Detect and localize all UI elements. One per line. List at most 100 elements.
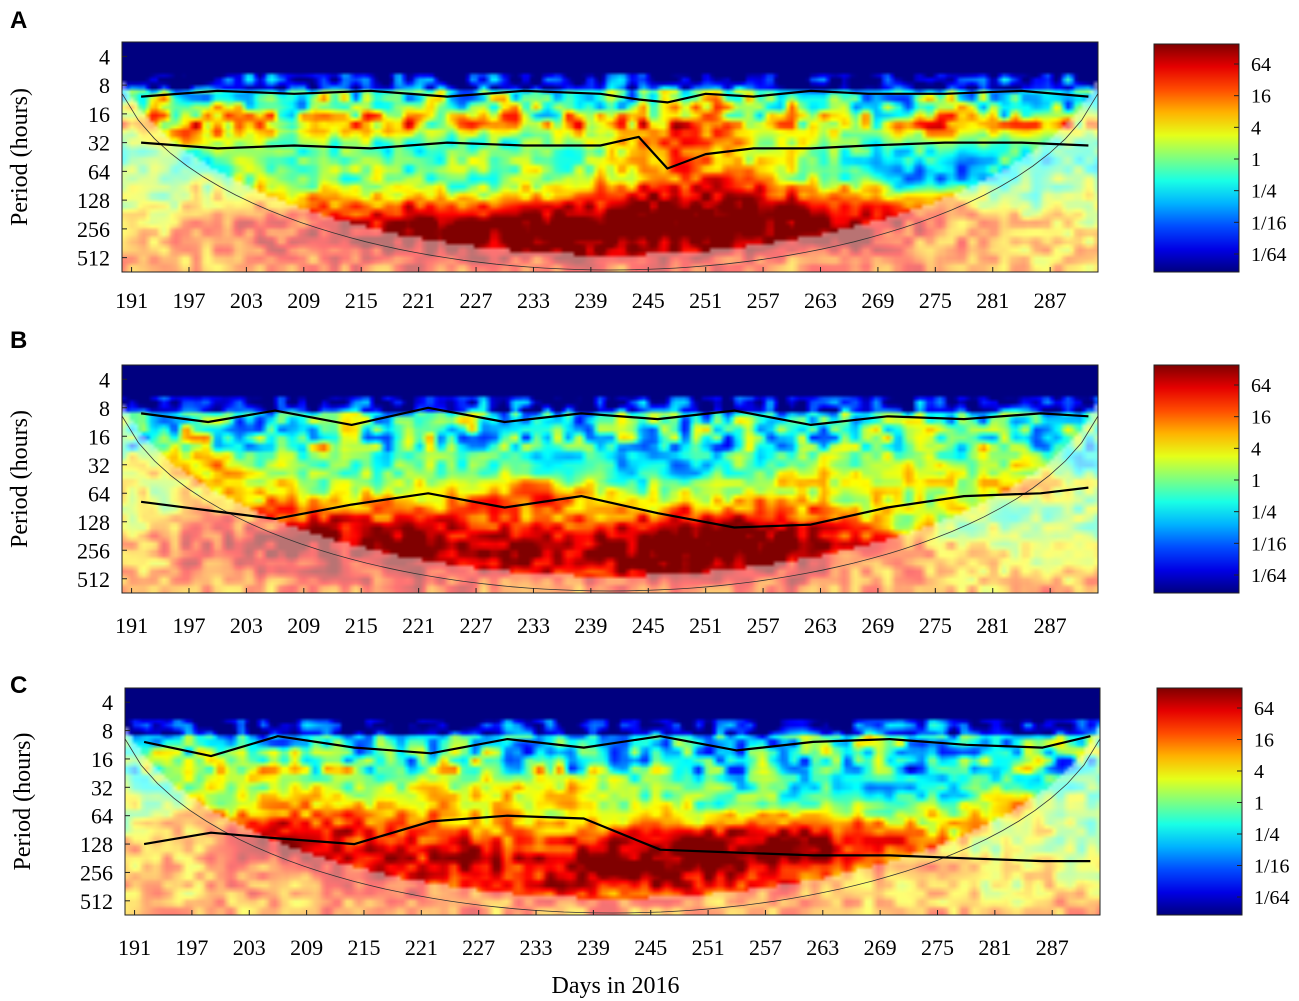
x-tick-label: 203: [233, 935, 266, 960]
significance-contour: [143, 814, 1091, 863]
y-tick-label: 4: [99, 44, 110, 69]
y-tick-label: 256: [77, 217, 110, 242]
plot-frame: [124, 687, 1101, 916]
colorbar-tick-label: 64: [1251, 54, 1271, 76]
colorbar-tick-label: 16: [1251, 86, 1271, 108]
y-tick-label: 16: [88, 424, 110, 449]
x-tick-label: 215: [345, 288, 378, 313]
x-tick-label: 221: [402, 613, 435, 638]
x-tick-label: 227: [460, 288, 493, 313]
x-tick-label: 245: [632, 288, 665, 313]
cone-of-influence: [121, 93, 1099, 271]
y-tick-label: 64: [88, 481, 110, 506]
y-tick-label: 128: [77, 188, 110, 213]
colorbar-tick-label: 1/16: [1251, 212, 1287, 234]
x-tick-label: 233: [517, 288, 550, 313]
y-axis-label: Period (hours): [7, 410, 33, 548]
plot-frame: [121, 364, 1099, 594]
x-tick-label: 209: [287, 288, 320, 313]
y-tick-label: 16: [88, 102, 110, 127]
colorbar-tick-label: 1/4: [1251, 502, 1277, 524]
x-tick-label: 257: [747, 288, 780, 313]
y-tick-label: 64: [88, 159, 110, 184]
x-tick-label: 269: [861, 288, 894, 313]
x-tick-label: 263: [804, 613, 837, 638]
colorbar-tick-label: 1/4: [1251, 181, 1277, 203]
colorbar-tick-label: 4: [1251, 438, 1261, 460]
y-tick-label: 256: [80, 860, 113, 885]
x-tick-label: 287: [1034, 288, 1067, 313]
x-tick-label: 281: [976, 613, 1009, 638]
colorbar-tick-label: 64: [1251, 375, 1271, 397]
x-tick-label: 281: [976, 288, 1009, 313]
y-tick-label: 16: [91, 747, 113, 772]
x-tick-label: 245: [634, 935, 667, 960]
y-tick-label: 256: [77, 538, 110, 563]
panel-label: C: [10, 672, 27, 699]
colorbar-tick-label: 1/16: [1254, 856, 1290, 878]
y-axis-label: Period (hours): [7, 88, 33, 226]
colorbar-tick-label: 16: [1254, 730, 1274, 752]
x-tick-label: 275: [919, 288, 952, 313]
y-tick-label: 8: [99, 396, 110, 421]
x-tick-label: 197: [172, 288, 205, 313]
y-axis-label: Period (hours): [10, 733, 36, 871]
colorbar-tick-label: 4: [1254, 761, 1264, 783]
x-tick-label: 281: [978, 935, 1011, 960]
y-tick-label: 32: [88, 131, 110, 156]
x-tick-label: 263: [804, 288, 837, 313]
y-tick-label: 512: [77, 567, 110, 592]
y-tick-label: 4: [102, 690, 113, 715]
significance-contour: [140, 406, 1089, 426]
cone-of-influence: [121, 415, 1099, 592]
colorbar-tick-label: 16: [1251, 407, 1271, 429]
significance-contour: [141, 135, 1089, 170]
x-tick-label: 239: [574, 613, 607, 638]
x-tick-label: 287: [1034, 613, 1067, 638]
colorbar: [1153, 43, 1240, 273]
colorbar-tick-label: 1/64: [1251, 244, 1287, 266]
x-tick-label: 209: [287, 613, 320, 638]
colorbar: [1156, 687, 1243, 916]
panel-label: B: [10, 327, 27, 354]
plot-frame: [121, 41, 1099, 273]
y-tick-label: 32: [88, 453, 110, 478]
x-tick-label: 227: [460, 613, 493, 638]
colorbar-tick-label: 64: [1254, 698, 1274, 720]
cone-of-influence: [124, 738, 1101, 914]
colorbar-tick-label: 1/64: [1254, 887, 1290, 909]
x-tick-label: 191: [115, 613, 148, 638]
y-tick-label: 512: [80, 889, 113, 914]
x-tick-label: 203: [230, 613, 263, 638]
x-tick-label: 269: [864, 935, 897, 960]
x-tick-label: 191: [118, 935, 151, 960]
power-spectrum-heatmap: [122, 42, 1098, 272]
x-axis-label: Days in 2016: [552, 973, 680, 999]
colorbar-tick-label: 1: [1251, 470, 1261, 492]
y-tick-label: 64: [91, 804, 113, 829]
x-tick-label: 215: [345, 613, 378, 638]
x-tick-label: 287: [1036, 935, 1069, 960]
colorbar: [1153, 364, 1240, 594]
x-tick-label: 251: [689, 288, 722, 313]
significance-contour: [141, 89, 1089, 104]
x-tick-label: 275: [921, 935, 954, 960]
x-tick-label: 191: [115, 288, 148, 313]
x-tick-label: 227: [462, 935, 495, 960]
colorbar-tick-label: 1/4: [1254, 824, 1280, 846]
x-tick-label: 197: [175, 935, 208, 960]
x-tick-label: 257: [749, 935, 782, 960]
power-spectrum-heatmap: [122, 365, 1098, 593]
colorbar-tick-label: 1/16: [1251, 533, 1287, 555]
y-tick-label: 4: [99, 367, 110, 392]
x-tick-label: 263: [806, 935, 839, 960]
y-tick-label: 128: [77, 510, 110, 535]
x-tick-label: 203: [230, 288, 263, 313]
y-tick-label: 128: [80, 832, 113, 857]
x-tick-label: 215: [347, 935, 380, 960]
x-tick-label: 221: [402, 288, 435, 313]
